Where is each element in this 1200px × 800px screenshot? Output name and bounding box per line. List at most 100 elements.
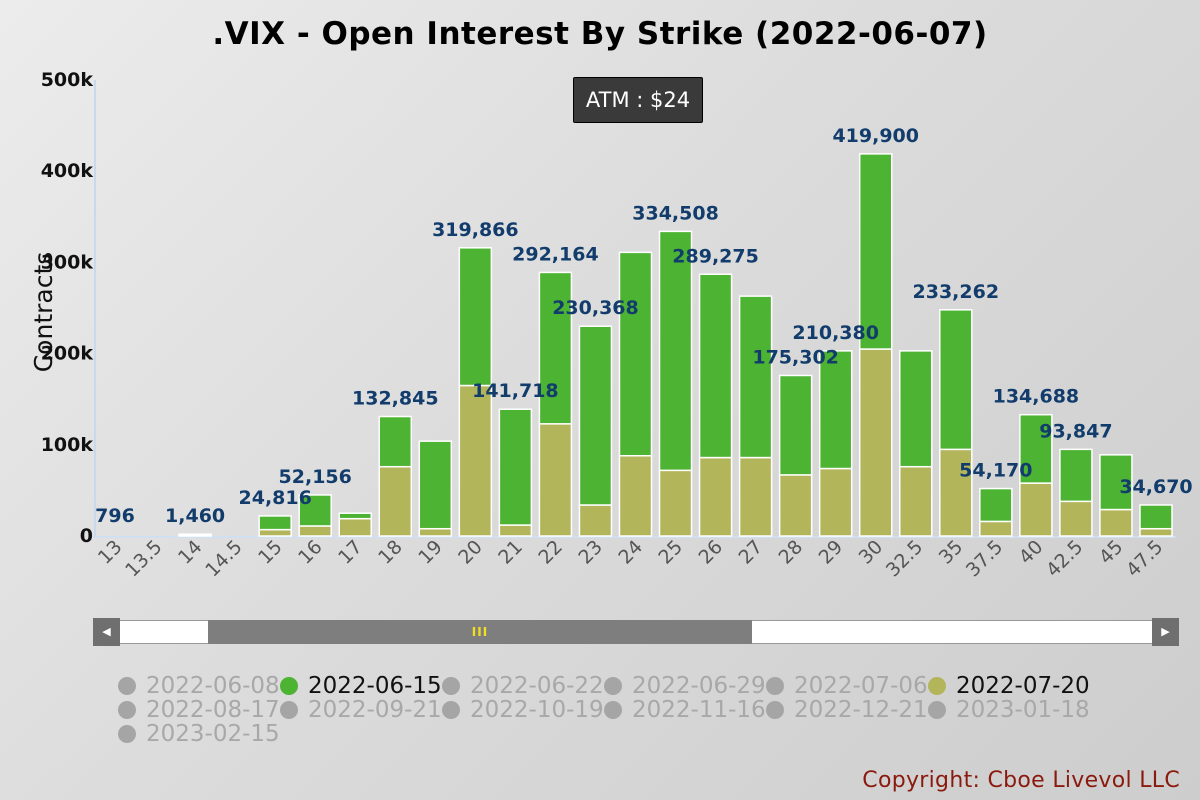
legend-dot-icon — [442, 677, 460, 695]
bar-jun15-47.5[interactable] — [1139, 504, 1173, 530]
legend-item[interactable]: 2022-06-29 — [604, 673, 766, 699]
legend-item[interactable]: 2022-06-08 — [118, 673, 280, 699]
bar-jul20-16[interactable] — [298, 525, 332, 537]
x-tick-label: 17 — [334, 536, 367, 569]
bar-jun15-27[interactable] — [738, 295, 773, 459]
data-label: 134,688 — [993, 386, 1080, 408]
bar-jun15-22[interactable] — [538, 271, 573, 425]
legend-item[interactable]: 2022-09-21 — [280, 697, 442, 723]
bar-jul20-45[interactable] — [1099, 508, 1133, 537]
bar-jul20-20[interactable] — [458, 384, 493, 537]
bar-jul20-29[interactable] — [818, 467, 853, 537]
bar-jul20-15[interactable] — [258, 528, 292, 537]
bar-jun15-21[interactable] — [498, 408, 533, 526]
bar-jun15-45[interactable] — [1099, 454, 1133, 511]
bar-jul20-22[interactable] — [538, 423, 573, 537]
bar-jun15-29[interactable] — [818, 350, 853, 470]
bar-jun15-16[interactable] — [298, 494, 332, 527]
legend-dot-icon — [604, 701, 622, 719]
legend-item[interactable]: 2022-07-20 — [928, 673, 1090, 699]
data-label: 54,170 — [959, 460, 1032, 482]
arrow-right-icon[interactable]: ▶ — [1152, 618, 1179, 646]
bar-jul20-24[interactable] — [618, 454, 653, 537]
bar-jul20-35[interactable] — [939, 448, 973, 537]
bar-jul20-47.5[interactable] — [1139, 527, 1173, 537]
bar-jun15-17[interactable] — [338, 512, 373, 520]
bar-jun15-25[interactable] — [658, 230, 693, 472]
legend-item[interactable]: 2022-06-22 — [442, 673, 604, 699]
bar-jun15-19[interactable] — [418, 440, 453, 530]
bar-jul20-19[interactable] — [418, 527, 453, 537]
bar-jul20-18[interactable] — [378, 465, 413, 537]
legend-label: 2022-06-08 — [146, 673, 280, 699]
legend-item[interactable]: 2022-06-15 — [280, 673, 442, 699]
bar-jul20-37.5[interactable] — [979, 520, 1013, 537]
legend: 2022-06-08 2022-06-15 2022-06-22 2022-06-29… — [118, 673, 1128, 747]
bar-jun15-30[interactable] — [858, 153, 893, 350]
x-tick-label: 26 — [694, 536, 727, 569]
bar-jun15-20[interactable] — [458, 247, 493, 387]
bar-jun15-15[interactable] — [258, 515, 292, 531]
x-tick-label: 28 — [775, 536, 808, 569]
legend-label: 2023-01-18 — [956, 697, 1090, 723]
legend-label: 2022-08-17 — [146, 697, 280, 723]
bar-jul20-32.5[interactable] — [898, 465, 933, 537]
bar-jun15-42.5[interactable] — [1059, 448, 1093, 503]
data-label: 419,900 — [832, 125, 919, 147]
legend-dot-icon — [118, 677, 136, 695]
x-tick-label: 27 — [734, 536, 767, 569]
bar-jun15-28[interactable] — [778, 374, 813, 476]
data-label: 141,718 — [472, 380, 559, 402]
legend-item[interactable]: 2022-11-16 — [604, 697, 766, 723]
bar-jun15-14[interactable] — [178, 533, 212, 536]
bar-jun15-37.5[interactable] — [979, 487, 1013, 523]
legend-item[interactable]: 2023-01-18 — [928, 697, 1090, 723]
bar-jun15-18[interactable] — [378, 415, 413, 468]
legend-item[interactable]: 2022-12-21 — [766, 697, 928, 723]
legend-dot-icon — [928, 677, 946, 695]
data-label: 1,460 — [165, 505, 225, 527]
data-label: 52,156 — [279, 466, 352, 488]
y-tick-label: 100k — [41, 434, 94, 456]
x-tick-label: 45 — [1095, 536, 1128, 569]
bar-jun15-26[interactable] — [698, 273, 733, 459]
bar-jul20-42.5[interactable] — [1059, 500, 1093, 537]
bar-jul20-40[interactable] — [1019, 482, 1053, 537]
bar-jun15-32.5[interactable] — [898, 350, 933, 468]
arrow-left-icon[interactable]: ◀ — [93, 618, 120, 646]
grip-icon: III — [471, 625, 489, 639]
bar-jul20-26[interactable] — [698, 456, 733, 537]
data-label: 230,368 — [552, 297, 639, 319]
legend-label: 2022-12-21 — [794, 697, 928, 723]
legend-dot-icon — [280, 677, 298, 695]
bar-jul20-28[interactable] — [778, 474, 813, 537]
bar-jun15-23[interactable] — [578, 325, 613, 506]
bar-jun15-24[interactable] — [618, 251, 653, 457]
x-tick-label: 37.5 — [962, 536, 1007, 581]
legend-item[interactable]: 2022-10-19 — [442, 697, 604, 723]
x-tick-label: 18 — [374, 536, 407, 569]
x-tick-label: 25 — [654, 536, 687, 569]
bar-jun15-40[interactable] — [1019, 413, 1053, 484]
bar-jul20-17[interactable] — [338, 517, 373, 537]
legend-item[interactable]: 2022-07-06 — [766, 673, 928, 699]
bar-jul20-27[interactable] — [738, 456, 773, 537]
x-tick-label: 16 — [294, 536, 327, 569]
data-label: 292,164 — [512, 243, 599, 265]
x-tick-label: 40 — [1015, 536, 1048, 569]
bar-jul20-23[interactable] — [578, 504, 613, 537]
x-tick-label: 29 — [815, 536, 848, 569]
bar-jun15-35[interactable] — [939, 309, 973, 451]
chart-scrollbar[interactable]: ◀ III ▶ — [93, 618, 1179, 646]
data-label: 34,670 — [1119, 476, 1192, 498]
legend-label: 2022-07-20 — [956, 673, 1090, 699]
legend-item[interactable]: 2023-02-15 — [118, 721, 280, 747]
bar-jul20-21[interactable] — [498, 524, 533, 537]
bar-jul20-30[interactable] — [858, 348, 893, 537]
scrollbar-thumb[interactable]: III — [208, 620, 752, 644]
bar-jul20-25[interactable] — [658, 469, 693, 537]
legend-item[interactable]: 2022-08-17 — [118, 697, 280, 723]
x-tick-label: 13 — [94, 536, 127, 569]
